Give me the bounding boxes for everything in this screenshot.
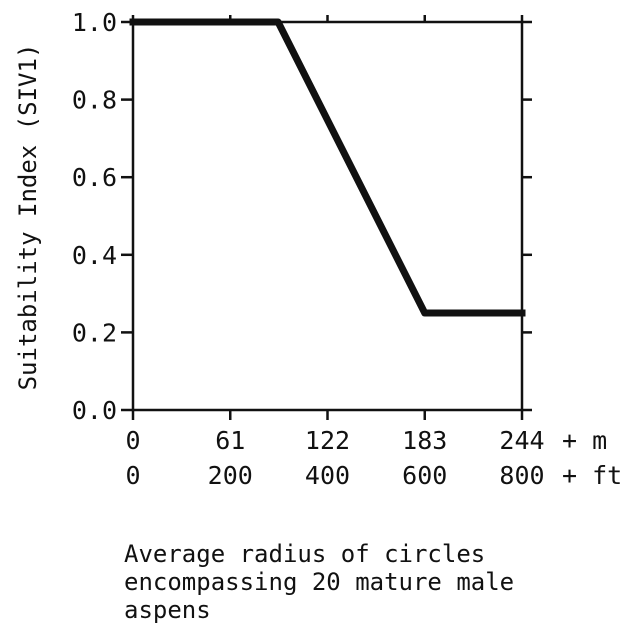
y-tick-label: 0.4 [72, 241, 117, 270]
x-tick-label-m: 183 [402, 426, 447, 455]
y-tick-label: 0.6 [72, 163, 117, 192]
y-axis-label: Suitability Index (SIV1) [14, 44, 42, 391]
x-tick-label-m: 61 [215, 426, 245, 455]
x-tick-label-ft: 400 [305, 461, 350, 490]
series-line [129, 18, 526, 317]
x-tick-label-ft: 600 [402, 461, 447, 490]
x-tick-label-m: 244 [499, 426, 544, 455]
plot-border [131, 20, 524, 412]
x-tick-label-ft: 0 [125, 461, 140, 490]
y-tick-label: 0.2 [72, 318, 117, 347]
x-unit-m: + m [562, 426, 607, 455]
x-unit-ft: + ft [562, 461, 622, 490]
x-tick-label-m: 0 [125, 426, 140, 455]
y-tick-label: 0.8 [72, 86, 117, 115]
x-axis-label: Average radius of circles encompassing 2… [124, 540, 515, 624]
y-tick-labels: 0.0 0.2 0.4 0.6 0.8 1.0 [72, 8, 117, 425]
x-tick-label-m: 122 [305, 426, 350, 455]
series-layer [129, 18, 526, 317]
x-tick-label-ft: 200 [208, 461, 253, 490]
tick-marks [121, 15, 532, 420]
chart: 0.0 0.2 0.4 0.6 0.8 1.0 0 0 61 200 122 400 183 600 24… [14, 8, 622, 490]
plot-frame [131, 20, 524, 412]
x-tick-labels: 0 0 61 200 122 400 183 600 244 800 + m + ft [125, 426, 622, 490]
x-tick-label-ft: 800 [499, 461, 544, 490]
y-tick-label: 0.0 [72, 396, 117, 425]
y-tick-label: 1.0 [72, 8, 117, 37]
